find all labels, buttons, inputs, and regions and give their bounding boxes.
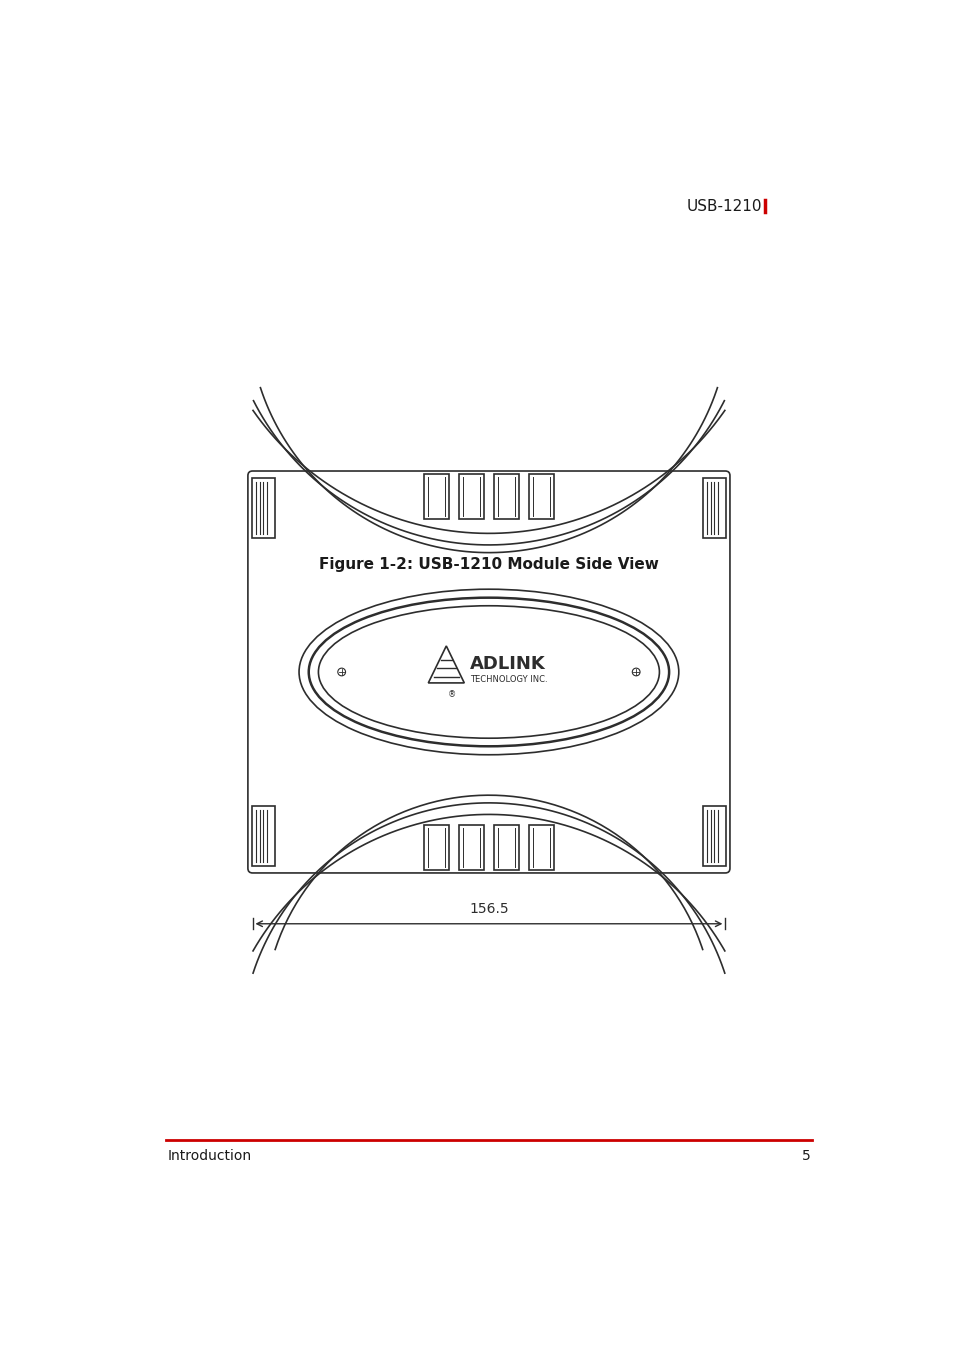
Bar <box>494 825 518 869</box>
Circle shape <box>337 668 345 676</box>
FancyBboxPatch shape <box>248 470 729 873</box>
Bar <box>494 475 518 519</box>
Bar <box>458 825 483 869</box>
Bar <box>424 475 449 519</box>
Ellipse shape <box>318 606 659 738</box>
Circle shape <box>632 668 639 676</box>
Bar <box>252 806 274 867</box>
Bar <box>528 475 553 519</box>
Bar <box>702 479 725 538</box>
Bar <box>528 825 553 869</box>
Bar <box>252 479 274 538</box>
Text: Introduction: Introduction <box>167 1149 252 1163</box>
Text: TECHNOLOGY INC.: TECHNOLOGY INC. <box>469 675 547 684</box>
Ellipse shape <box>309 598 668 746</box>
Bar <box>424 825 449 869</box>
Bar <box>702 806 725 867</box>
Text: Figure 1-2: USB-1210 Module Side View: Figure 1-2: USB-1210 Module Side View <box>318 557 659 572</box>
Text: 5: 5 <box>801 1149 810 1163</box>
Ellipse shape <box>298 589 679 754</box>
Text: ADLINK: ADLINK <box>469 656 545 673</box>
Polygon shape <box>428 646 464 683</box>
Text: 156.5: 156.5 <box>469 902 508 917</box>
Text: ®: ® <box>447 691 456 699</box>
Text: USB-1210: USB-1210 <box>686 199 761 214</box>
Bar <box>458 475 483 519</box>
